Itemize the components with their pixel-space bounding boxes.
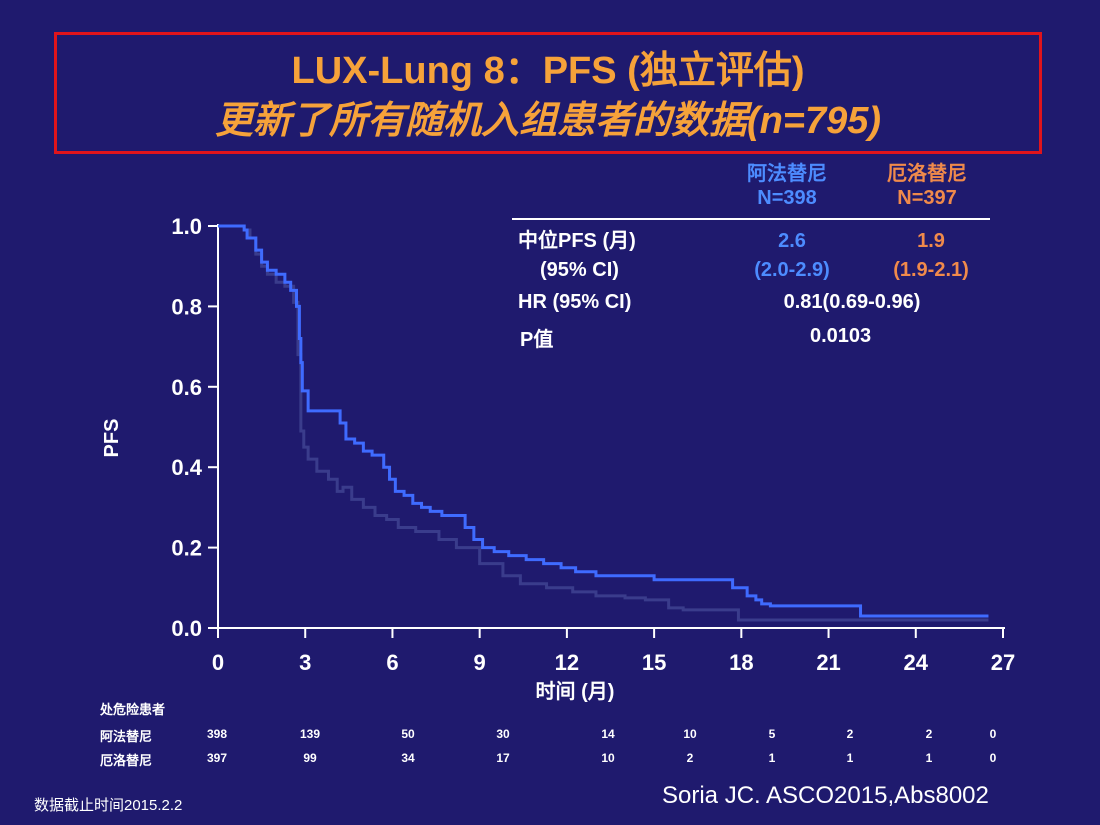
erlotinib-curve: [218, 224, 989, 622]
chart-subtitle: 更新了所有随机入组患者的数据(n=795): [214, 100, 882, 142]
header-divider: [512, 218, 990, 220]
y-tick-label: 0.8: [171, 294, 202, 319]
erlotinib-n: N=397: [897, 187, 957, 209]
risk-row-label-erlotinib: 厄洛替尼: [100, 753, 153, 768]
y-axis-label: PFS: [101, 419, 123, 458]
erlotinib-name: 厄洛替尼: [887, 163, 967, 185]
risk-table-cell: 10: [683, 727, 697, 741]
risk-table-cell: 397: [206, 751, 228, 765]
y-tick-label: 0.2: [171, 536, 202, 561]
risk-table-cell: 10: [601, 751, 615, 765]
median-pfs-label: 中位PFS (月): [518, 230, 636, 252]
x-tick-label: 18: [729, 650, 753, 675]
risk-table-cell: 50: [401, 727, 415, 741]
afatinib-median: 2.6: [778, 230, 806, 252]
hr-label: HR (95% CI): [518, 291, 632, 313]
x-tick-label: 0: [212, 650, 224, 675]
afatinib-name: 阿法替尼: [747, 163, 827, 185]
risk-row-label-afatinib: 阿法替尼: [100, 729, 153, 744]
x-tick-label: 24: [904, 650, 929, 675]
erlotinib-ci: (1.9-2.1): [893, 259, 969, 281]
risk-table-cell: 398: [206, 727, 228, 741]
risk-table-cell: 14: [601, 727, 615, 741]
x-tick-label: 9: [474, 650, 486, 675]
risk-table-cell: 0: [989, 751, 997, 765]
citation: Soria JC. ASCO2015,Abs8002: [662, 782, 989, 809]
x-tick-label: 15: [642, 650, 666, 675]
x-tick-label: 12: [555, 650, 579, 675]
risk-table-cell: 1: [846, 751, 854, 765]
y-tick-label: 0.0: [171, 616, 202, 641]
erlotinib-header: 厄洛替尼 N=397: [862, 162, 992, 210]
data-cutoff-footnote: 数据截止时间2015.2.2: [34, 797, 183, 814]
p-label: P值: [520, 329, 554, 351]
risk-table-title: 处危险患者: [100, 702, 166, 717]
hr-value: 0.81(0.69-0.96): [783, 291, 921, 313]
risk-table-cell: 34: [401, 751, 415, 765]
y-tick-label: 1.0: [171, 214, 202, 239]
risk-table-cell: 30: [496, 727, 510, 741]
y-tick-label: 0.6: [171, 375, 202, 400]
risk-table-cell: 99: [303, 751, 317, 765]
p-value: 0.0103: [810, 325, 872, 347]
afatinib-curve: [218, 224, 989, 618]
x-tick-label: 3: [299, 650, 311, 675]
title-box: LUX-Lung 8：PFS (独立评估) 更新了所有随机入组患者的数据(n=7…: [54, 32, 1042, 154]
afatinib-ci: (2.0-2.9): [754, 259, 830, 281]
x-tick-label: 21: [816, 650, 840, 675]
risk-table-cell: 1: [925, 751, 933, 765]
risk-table-cell: 5: [768, 727, 776, 741]
risk-table-cell: 2: [925, 727, 933, 741]
y-tick-label: 0.4: [171, 455, 202, 480]
x-tick-label: 27: [991, 650, 1015, 675]
risk-table-cell: 0: [989, 727, 997, 741]
risk-table-cell: 2: [686, 751, 694, 765]
x-axis-label: 时间 (月): [536, 680, 615, 703]
erlotinib-median: 1.9: [917, 230, 945, 252]
afatinib-header: 阿法替尼 N=398: [722, 162, 852, 210]
risk-table-cell: 139: [299, 727, 321, 741]
ci-label: (95% CI): [540, 259, 619, 281]
chart-title: LUX-Lung 8：PFS (独立评估): [291, 50, 805, 92]
risk-table-cell: 1: [768, 751, 776, 765]
risk-table-cell: 2: [846, 727, 854, 741]
risk-table-cell: 17: [496, 751, 510, 765]
x-tick-label: 6: [386, 650, 398, 675]
afatinib-n: N=398: [757, 187, 817, 209]
